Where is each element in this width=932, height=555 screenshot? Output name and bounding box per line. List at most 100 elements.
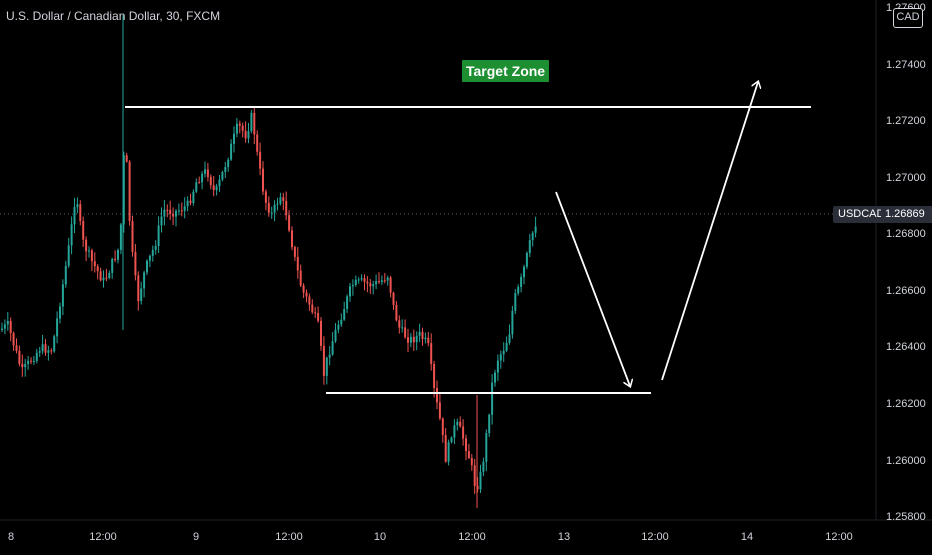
candle-body	[502, 350, 505, 355]
candle-body	[288, 215, 291, 231]
candle-body	[125, 155, 128, 162]
candle-body	[436, 387, 438, 403]
candle-body	[21, 363, 24, 368]
time-tick-label: 9	[193, 531, 199, 543]
candle-body	[311, 304, 314, 313]
time-tick-label: 12:00	[275, 531, 303, 543]
candle-body	[47, 350, 50, 353]
candle-body	[253, 112, 256, 135]
candle-body	[494, 372, 496, 383]
candle-body	[459, 421, 462, 427]
candle-body	[3, 324, 6, 329]
candle-body	[262, 168, 264, 192]
candle-body	[276, 203, 279, 205]
candle-body	[366, 281, 369, 284]
candle-body	[250, 112, 253, 132]
candle-body	[279, 197, 282, 204]
symbol-price-label: USDCAD	[833, 206, 890, 223]
candle-body	[389, 277, 392, 293]
candle-body	[412, 336, 415, 343]
time-tick-label: 12:00	[825, 531, 853, 543]
time-tick-label: 12:00	[641, 531, 669, 543]
candle-body	[64, 265, 67, 285]
candle-body	[293, 247, 296, 257]
price-tick-label: 1.26200	[886, 398, 926, 410]
candle-body	[499, 354, 502, 361]
candle-body	[259, 151, 262, 169]
time-tick-label: 10	[374, 531, 386, 543]
candle-body	[320, 320, 322, 346]
candle-body	[531, 232, 534, 241]
candle-body	[35, 352, 38, 361]
candle-body	[6, 320, 9, 325]
candle-body	[392, 292, 395, 305]
candle-body	[465, 438, 467, 452]
candle-body	[108, 272, 111, 279]
candle-body	[520, 277, 523, 287]
candle-body	[209, 176, 212, 186]
candle-body	[140, 288, 143, 302]
candle-body	[134, 251, 137, 276]
candle-body	[235, 123, 238, 134]
candle-body	[450, 437, 453, 443]
candle-body	[195, 182, 198, 192]
up-projection-arrow[interactable]	[661, 82, 758, 381]
candle-body	[206, 169, 209, 177]
price-axis[interactable]: 1.27400 1.27200 1.27000 1.26800 1.26600 1.264…	[886, 2, 926, 523]
candle-body	[270, 212, 273, 214]
candle-body	[282, 197, 285, 201]
candle-body	[302, 285, 305, 293]
candle-body	[227, 159, 230, 168]
time-tick-label: 13	[558, 531, 570, 543]
price-tick-label: 1.26000	[886, 455, 926, 467]
candle-body	[131, 221, 134, 252]
price-tick-label: 1.25800	[886, 511, 926, 523]
candle-body	[380, 280, 383, 282]
candle-body	[177, 210, 180, 212]
candle-body	[407, 337, 409, 343]
candle-body	[99, 271, 102, 281]
candle-body	[386, 277, 389, 281]
candle-body	[56, 318, 59, 337]
currency-badge[interactable]: CAD	[893, 8, 923, 28]
candle-body	[528, 240, 531, 254]
candle-body	[415, 335, 418, 343]
time-axis[interactable]: 8 12:00 9 12:00 10 12:00 13 12:00 14 12:00	[8, 531, 853, 543]
candle-body	[267, 202, 270, 213]
candle-body	[148, 255, 151, 261]
last-price-label: 1.26869	[881, 206, 932, 223]
candle-body	[514, 293, 517, 311]
candle-body	[462, 426, 465, 439]
target-zone-label[interactable]: Target Zone	[462, 60, 550, 82]
candle-body	[525, 253, 528, 267]
candle-body	[24, 363, 27, 368]
candle-body	[427, 337, 430, 344]
candle-body	[482, 461, 485, 472]
candle-body	[378, 281, 380, 283]
candle-body	[146, 260, 148, 273]
candle-body	[67, 245, 70, 266]
time-tick-label: 12:00	[89, 531, 117, 543]
candle-body	[233, 133, 235, 144]
candle-body	[485, 433, 488, 462]
candle-body	[183, 206, 186, 211]
candle-body	[180, 210, 183, 212]
candle-body	[128, 161, 131, 222]
candle-body	[314, 312, 317, 314]
candle-body	[1, 328, 3, 330]
candle-body	[15, 345, 18, 351]
candle-body	[172, 214, 175, 217]
candle-body	[508, 334, 511, 343]
candle-body	[467, 451, 470, 458]
down-projection-arrow[interactable]	[555, 191, 630, 386]
candle-body	[117, 249, 119, 260]
candle-body	[157, 225, 160, 246]
candle-body	[137, 275, 140, 302]
candle-body	[360, 278, 363, 280]
candle-body	[473, 465, 476, 487]
candlestick-series	[1, 15, 537, 508]
candle-body	[401, 327, 404, 329]
candle-body	[357, 279, 360, 281]
